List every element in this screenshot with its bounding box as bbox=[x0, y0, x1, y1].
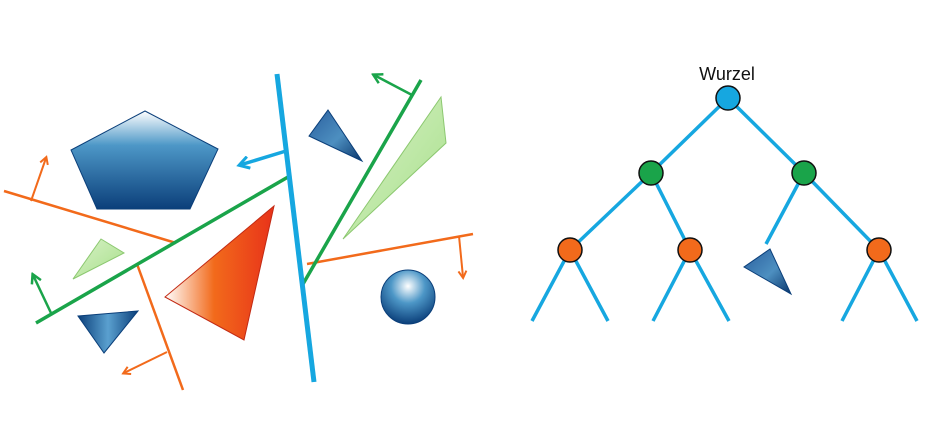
tree-edge bbox=[530, 249, 572, 322]
tree-leaf-triangle-shape bbox=[743, 248, 793, 296]
orange-split-line-lower-left bbox=[135, 263, 185, 391]
normal-arrow-icon bbox=[33, 275, 53, 314]
green-split-line-right bbox=[301, 79, 423, 285]
light-green-long-triangle-shape bbox=[342, 95, 447, 240]
tree-node-level1 bbox=[791, 160, 817, 186]
green-split-line-left bbox=[35, 175, 289, 325]
orange-split-line-right bbox=[306, 232, 474, 266]
root-label: Wurzel bbox=[699, 64, 755, 84]
tree-node-level2 bbox=[677, 237, 703, 263]
bsp-tree: Wurzel bbox=[530, 64, 919, 322]
tree-edge bbox=[649, 172, 692, 251]
red-triangle-shape bbox=[164, 204, 275, 341]
tree-edge bbox=[726, 96, 806, 175]
tree-edge bbox=[649, 96, 730, 175]
tree-edge bbox=[568, 249, 610, 322]
normal-arrow-icon bbox=[30, 158, 46, 202]
dark-triangle-upper-shape bbox=[308, 109, 364, 163]
normal-arrow-icon bbox=[459, 235, 463, 277]
partition-scene bbox=[3, 73, 474, 391]
tree-node-root bbox=[715, 85, 741, 111]
pentagon-shape bbox=[70, 110, 219, 210]
orange-split-line-upper-left bbox=[3, 189, 177, 245]
tree-edge bbox=[840, 249, 881, 322]
dark-triangle-lower-shape bbox=[77, 310, 140, 354]
tree-edge bbox=[651, 249, 692, 322]
normal-arrow-icon bbox=[124, 351, 168, 373]
tree-edge bbox=[877, 249, 919, 322]
tree-node-level1 bbox=[638, 160, 664, 186]
tree-node-level2 bbox=[557, 237, 583, 263]
tree-edge bbox=[688, 249, 731, 322]
tree-edge bbox=[568, 171, 653, 252]
light-green-triangle-small-shape bbox=[72, 238, 126, 280]
normal-arrow-icon bbox=[374, 75, 413, 97]
tree-edge bbox=[764, 172, 806, 245]
normal-arrow-icon bbox=[240, 149, 287, 165]
tree-edges bbox=[530, 96, 919, 322]
tree-node-level2 bbox=[866, 237, 892, 263]
blue-root-split-line bbox=[274, 73, 317, 383]
blue-circle-shape bbox=[380, 269, 436, 325]
tree-edge bbox=[802, 171, 881, 252]
